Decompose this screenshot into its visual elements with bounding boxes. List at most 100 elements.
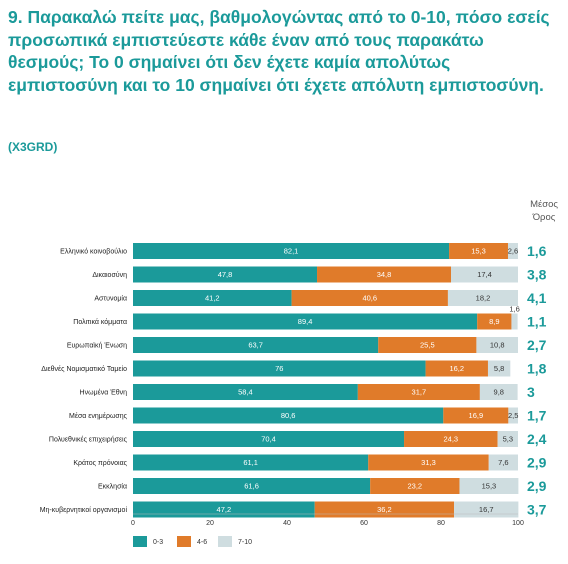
bar-segment-4-6 (314, 501, 455, 518)
bar-segment-7-10 (511, 313, 518, 330)
category-label: Κράτος πρόνοιας (73, 459, 127, 467)
legend-label: 7-10 (238, 539, 252, 546)
data-label: 7,6 (498, 458, 508, 467)
bar-segment-4-6 (370, 478, 460, 494)
question-title: 9. Παρακαλώ πείτε μας, βαθμολογώντας από… (8, 7, 550, 95)
category-label: Ελληνικό κοινοβούλιο (60, 248, 127, 256)
mean-value: 4,1 (527, 290, 547, 306)
x-tick-label: 100 (512, 520, 524, 527)
category-label: Πολυεθνικές επιχειρήσεις (49, 436, 128, 444)
bar-segment-7-10 (497, 431, 518, 447)
mean-value: 1,7 (527, 408, 547, 424)
mean-value: 2,7 (527, 337, 547, 353)
data-label: 15,3 (471, 247, 486, 256)
x-tick-label: 80 (437, 520, 445, 527)
legend-label: 4-6 (197, 539, 207, 546)
data-label: 47,8 (218, 270, 233, 279)
category-label: Μέσα ενημέρωσης (69, 412, 128, 420)
data-label: 2,5 (508, 411, 518, 420)
bar-segment-7-10 (507, 243, 518, 259)
bar-segment-7-10 (454, 501, 519, 518)
bar-segment-0-3 (133, 360, 426, 377)
mean-column-header: Μέσος Όρος (530, 199, 558, 223)
mean-value: 3 (527, 384, 535, 400)
category-label: Δικαιοσύνη (92, 271, 127, 279)
bar-segment-0-3 (133, 478, 371, 494)
bar-segment-7-10 (488, 454, 518, 471)
bar-segment-4-6 (449, 243, 508, 259)
bar-segment-7-10 (451, 266, 518, 283)
x-tick-label: 20 (206, 520, 214, 527)
data-label: 18,2 (476, 294, 491, 303)
bar-segment-0-3 (133, 384, 358, 400)
bar-segment-0-3 (133, 454, 369, 471)
bar-segment-4-6 (443, 407, 509, 424)
data-label: 82,1 (284, 247, 299, 256)
data-label: 25,5 (420, 341, 435, 350)
bar-segment-0-3 (133, 243, 450, 259)
data-label: 34,8 (377, 270, 392, 279)
category-label: Ευρωπαϊκή Ένωση (67, 343, 127, 350)
category-label: Διεθνές Νομισματικό Ταμείο (41, 365, 127, 373)
mean-value: 2,9 (527, 455, 547, 471)
bar-segment-4-6 (404, 431, 498, 447)
mean-value: 3,7 (527, 502, 547, 518)
data-label: 16,7 (479, 505, 494, 514)
bar-segment-7-10 (487, 360, 511, 377)
bar-segment-0-3 (133, 407, 444, 424)
data-label: 5,8 (494, 364, 504, 373)
data-label: 15,3 (482, 482, 497, 491)
bar-segment-4-6 (425, 360, 488, 377)
data-label: 9,8 (494, 388, 504, 397)
bar-segment-7-10 (479, 384, 518, 400)
legend-swatch (133, 536, 147, 547)
mean-value: 3,8 (527, 267, 547, 283)
question-code: (X3GRD) (8, 140, 58, 154)
x-tick-label: 40 (283, 520, 291, 527)
bar-segment-4-6 (317, 266, 452, 283)
data-label: 36,2 (377, 505, 392, 514)
bar-segment-0-3 (133, 501, 315, 518)
x-tick-label: 0 (131, 520, 135, 527)
data-label: 61,1 (243, 458, 258, 467)
legend-swatch (218, 536, 232, 547)
data-label: 23,2 (408, 482, 423, 491)
category-label: Αστυνομία (94, 295, 127, 303)
mean-value: 1,8 (527, 361, 547, 377)
mean-value: 2,9 (527, 478, 547, 494)
data-label: 70,4 (261, 435, 276, 444)
bar-segment-4-6 (378, 337, 477, 353)
legend-swatch (177, 536, 191, 547)
bar-segment-4-6 (357, 384, 480, 400)
bar-segment-7-10 (447, 290, 518, 306)
bar-segment-0-3 (133, 313, 478, 330)
category-label: Εκκλησία (98, 483, 127, 491)
bar-segment-0-3 (133, 431, 405, 447)
data-label: 31,7 (412, 388, 427, 397)
bar-segment-0-3 (133, 290, 292, 306)
mean-value: 2,4 (527, 431, 547, 447)
bar-segment-4-6 (291, 290, 448, 306)
data-label: 24,3 (444, 435, 459, 444)
data-label: 5,3 (503, 435, 513, 444)
bar-segment-4-6 (368, 454, 489, 471)
data-label: 8,9 (489, 317, 499, 326)
data-label: 2,6 (508, 247, 518, 256)
mean-value: 1,1 (527, 314, 547, 330)
data-label: 58,4 (238, 388, 253, 397)
data-label: 61,6 (244, 482, 259, 491)
bar-segment-0-3 (133, 337, 379, 353)
bar-segment-7-10 (476, 337, 518, 353)
data-label: 40,6 (362, 294, 377, 303)
data-label: 41,2 (205, 294, 220, 303)
legend-label: 0-3 (153, 539, 163, 546)
category-label: Ηνωμένα Έθνη (80, 389, 128, 397)
bar-segment-7-10 (459, 478, 519, 494)
data-label: 76 (275, 364, 283, 373)
data-label: 1,6 (509, 305, 519, 314)
data-label: 47,2 (217, 505, 232, 514)
data-label: 10,8 (490, 341, 505, 350)
data-label: 31,3 (421, 458, 436, 467)
data-label: 16,2 (449, 364, 464, 373)
